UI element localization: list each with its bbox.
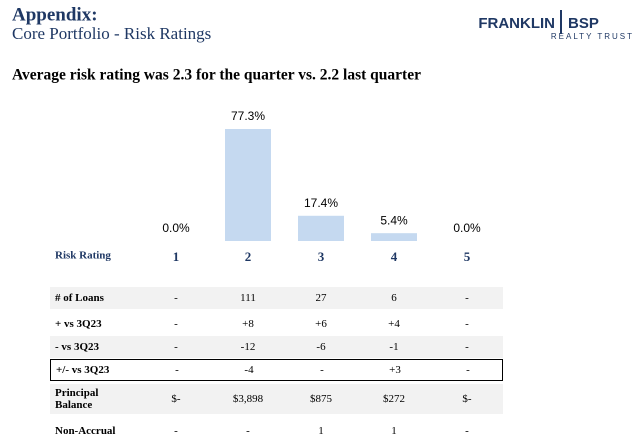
x-tick-label: 1 [173, 249, 180, 264]
title: Appendix: [12, 4, 98, 25]
table-cell: - [174, 318, 178, 330]
row-label: Non-Accrual [55, 425, 116, 437]
x-axis-title: Risk Rating [55, 250, 111, 262]
table-row: - vs 3Q23 - -12 -6 -1 - [50, 336, 503, 358]
row-label: +/- vs 3Q23 [56, 364, 110, 376]
table-cell: - [466, 364, 470, 376]
row-label: # of Loans [55, 292, 104, 304]
table-cell: - [465, 292, 469, 304]
table-cell: - [465, 425, 469, 437]
table-cell: +4 [388, 318, 400, 330]
x-tick-label: 3 [318, 249, 325, 264]
table-row: Non-Accrual - - 1 1 - [50, 420, 503, 442]
table-cell: 6 [391, 292, 397, 304]
table-cell: -12 [240, 341, 256, 353]
x-tick-label: 2 [245, 249, 252, 264]
bar [298, 215, 344, 241]
logo-name: FRANKLIN [478, 15, 555, 32]
table-cell: - [174, 425, 178, 437]
table-cell: $- [462, 393, 472, 405]
table-cell: $875 [310, 393, 332, 405]
x-tick-label: 5 [464, 249, 471, 264]
table-row: Principal Balance $- $3,898 $875 $272 $- [50, 384, 503, 414]
table-cell: - [174, 341, 178, 353]
table-row: + vs 3Q23 - +8 +6 +4 - [50, 313, 503, 335]
value-label: 5.4% [380, 213, 408, 227]
table-cell: - [465, 318, 469, 330]
table-cell: $272 [383, 393, 405, 405]
table-cell: -6 [316, 341, 326, 353]
table-cell: $3,898 [232, 393, 264, 405]
table-cell: 27 [315, 292, 327, 304]
table-cell: 1 [318, 425, 324, 437]
subtitle: Core Portfolio - Risk Ratings [12, 24, 211, 43]
table-cell: +3 [389, 364, 401, 376]
table-cell: 111 [240, 292, 256, 304]
logo-tagline: REALTY TRUST [551, 32, 634, 41]
table-cell: -4 [244, 364, 254, 376]
x-tick-label: 4 [391, 249, 398, 264]
table-row: +/- vs 3Q23 - -4 - +3 - [50, 359, 503, 381]
table-cell: $- [171, 393, 181, 405]
table-cell: - [246, 425, 250, 437]
value-label: 0.0% [162, 221, 190, 235]
headline: Average risk rating was 2.3 for the quar… [12, 67, 421, 84]
bar [225, 129, 271, 241]
table-cell: +8 [242, 318, 254, 330]
table-cell: - [465, 341, 469, 353]
bar [371, 233, 417, 241]
table-cell: +6 [315, 318, 327, 330]
table-cell: -1 [389, 341, 399, 353]
table-cell: - [174, 292, 178, 304]
table-cell: 1 [391, 425, 397, 437]
row-label: - vs 3Q23 [55, 341, 99, 353]
value-label: 77.3% [231, 109, 265, 123]
value-label: 17.4% [304, 196, 338, 210]
row-label: + vs 3Q23 [55, 318, 102, 330]
row-label: Principal Balance [55, 387, 99, 411]
value-label: 0.0% [453, 221, 481, 235]
table-cell: - [320, 364, 324, 376]
table-row: # of Loans - 111 27 6 - [50, 287, 503, 309]
table-cell: - [175, 364, 179, 376]
logo-name: BSP [568, 15, 599, 32]
